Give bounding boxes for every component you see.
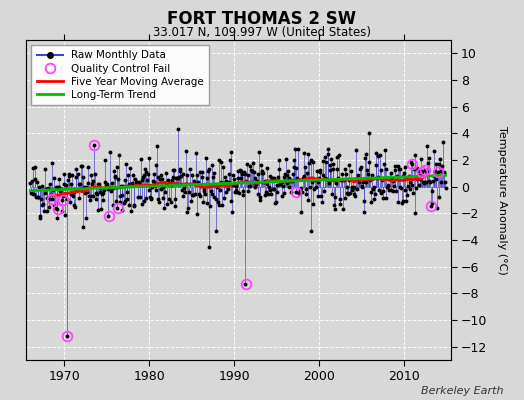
Text: FORT THOMAS 2 SW: FORT THOMAS 2 SW <box>168 10 356 28</box>
Legend: Raw Monthly Data, Quality Control Fail, Five Year Moving Average, Long-Term Tren: Raw Monthly Data, Quality Control Fail, … <box>31 45 209 105</box>
Y-axis label: Temperature Anomaly (°C): Temperature Anomaly (°C) <box>497 126 507 274</box>
Text: Berkeley Earth: Berkeley Earth <box>421 386 503 396</box>
Text: 33.017 N, 109.997 W (United States): 33.017 N, 109.997 W (United States) <box>153 26 371 39</box>
